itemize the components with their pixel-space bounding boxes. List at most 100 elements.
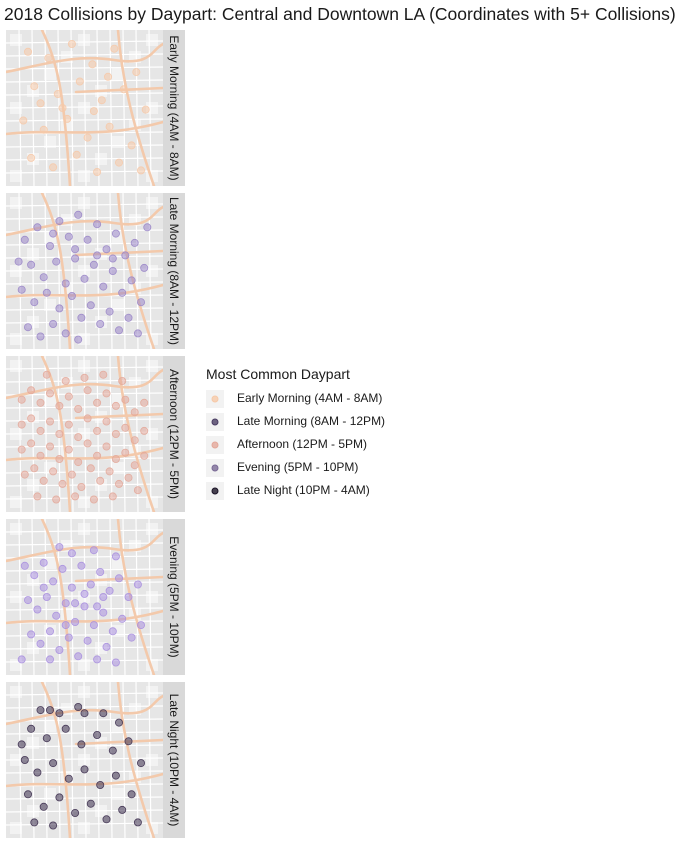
collision-point	[72, 150, 81, 159]
collision-point	[27, 260, 36, 269]
collision-point	[30, 571, 39, 580]
facet-label: Late Morning (8AM - 12PM)	[167, 196, 181, 346]
collision-point	[96, 320, 105, 329]
collision-point	[74, 458, 83, 467]
collision-point	[55, 401, 64, 410]
collision-point	[36, 706, 45, 715]
collision-point	[115, 574, 124, 583]
legend-marker	[211, 418, 219, 426]
collision-point	[71, 254, 80, 263]
collision-point	[55, 646, 64, 655]
collision-point	[74, 210, 83, 219]
collision-point	[111, 658, 120, 667]
collision-point	[46, 655, 55, 664]
collision-point	[42, 734, 51, 743]
collision-point	[27, 439, 36, 448]
facet-strip: Early Morning (4AM - 8AM)	[163, 30, 185, 186]
collision-point	[102, 245, 111, 254]
collision-point	[140, 451, 149, 460]
collision-point	[105, 467, 114, 476]
collision-point	[71, 245, 80, 254]
collision-point	[71, 618, 80, 627]
collision-point	[77, 740, 86, 749]
collision-point	[89, 546, 98, 555]
collision-point	[39, 125, 48, 134]
collision-point	[42, 370, 51, 379]
collision-point	[111, 552, 120, 561]
collision-point	[119, 85, 128, 94]
collision-point	[83, 235, 92, 244]
collision-point	[74, 405, 83, 414]
collision-point	[124, 737, 133, 746]
collision-point	[46, 417, 55, 426]
collision-point	[99, 593, 108, 602]
facet-panel: Evening (5PM - 10PM)	[6, 519, 185, 675]
collision-point	[99, 608, 108, 617]
collision-point	[64, 774, 73, 783]
collision-point	[36, 426, 45, 435]
collision-point	[121, 448, 130, 457]
collision-point	[80, 274, 89, 283]
collision-point	[61, 279, 70, 288]
collision-point	[108, 492, 117, 501]
collision-point	[58, 479, 67, 488]
collision-point	[118, 288, 127, 297]
collision-point	[108, 267, 117, 276]
legend-key	[206, 413, 224, 431]
collision-point	[115, 718, 124, 727]
facet-panel: Afternoon (12PM - 5PM)	[6, 356, 185, 512]
collision-point	[23, 790, 32, 799]
collision-point	[44, 54, 53, 63]
basemap	[6, 519, 163, 675]
collision-point	[93, 731, 102, 740]
collision-point	[27, 724, 36, 733]
facet-map	[6, 193, 163, 349]
collision-point	[93, 220, 102, 229]
facet-strip: Afternoon (12PM - 5PM)	[163, 356, 185, 512]
facet-strip: Evening (5PM - 10PM)	[163, 519, 185, 675]
collision-point	[27, 630, 36, 639]
collision-point	[118, 376, 127, 385]
collision-point	[124, 313, 133, 322]
collision-point	[80, 765, 89, 774]
collision-point	[19, 116, 28, 125]
legend-key	[206, 390, 224, 408]
collision-point	[61, 724, 70, 733]
collision-point	[133, 818, 142, 827]
collision-point	[52, 495, 61, 504]
collision-point	[33, 223, 42, 232]
collision-point	[61, 376, 70, 385]
collision-point	[55, 455, 64, 464]
collision-point	[17, 740, 26, 749]
collision-point	[36, 332, 45, 341]
collision-point	[27, 414, 36, 423]
collision-point	[36, 99, 45, 108]
collision-point	[67, 470, 76, 479]
collision-point	[58, 104, 67, 113]
legend-label: Late Morning (8AM - 12PM)	[237, 414, 386, 428]
collision-point	[61, 599, 70, 608]
collision-point	[108, 746, 117, 755]
collision-point	[93, 251, 102, 260]
collision-point	[61, 621, 70, 630]
collision-point	[30, 464, 39, 473]
collision-point	[133, 329, 142, 338]
collision-point	[71, 809, 80, 818]
collision-point	[74, 335, 83, 344]
collision-point	[136, 621, 145, 630]
collision-point	[52, 257, 61, 266]
collision-point	[27, 153, 36, 162]
chart-title: 2018 Collisions by Daypart: Central and …	[4, 4, 676, 24]
collision-point	[111, 430, 120, 439]
collision-point	[80, 589, 89, 598]
facet-map	[6, 519, 163, 675]
collision-point	[130, 436, 139, 445]
collision-point	[33, 605, 42, 614]
collision-point	[17, 655, 26, 664]
collision-point	[46, 389, 55, 398]
collision-point	[86, 301, 95, 310]
collision-point	[17, 285, 26, 294]
collision-point	[111, 229, 120, 238]
collision-point	[64, 232, 73, 241]
collision-point	[14, 257, 23, 266]
